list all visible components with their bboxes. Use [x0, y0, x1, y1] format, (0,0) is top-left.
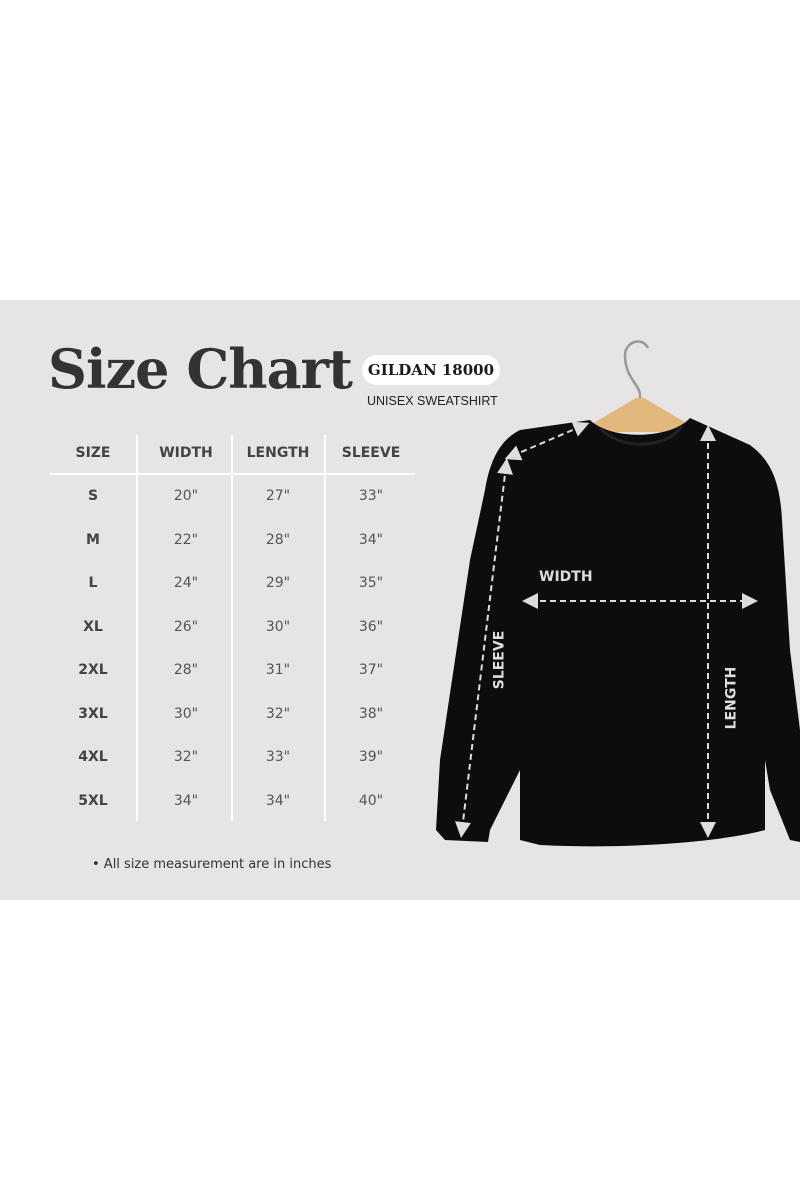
product-subtitle: UNISEX SWEATSHIRT	[367, 394, 498, 408]
measurement-cell: 34"	[173, 792, 199, 809]
measurement-cell: 30"	[173, 705, 199, 722]
measurement-cell: 34"	[265, 792, 291, 809]
model-badge: GILDAN 18000	[362, 355, 500, 385]
measurement-cell: 33"	[358, 488, 384, 504]
measurement-cell: 29"	[265, 575, 291, 591]
measurement-cell: 39"	[358, 749, 384, 765]
measurement-cell: 36"	[358, 618, 384, 635]
width-label: WIDTH	[539, 569, 593, 585]
size-cell: S	[87, 488, 99, 504]
size-cell: 2XL	[78, 662, 108, 678]
page-title: Size Chart	[48, 337, 353, 401]
column-header: SIZE	[75, 445, 111, 461]
measurement-cell: 33"	[265, 749, 291, 765]
size-cell: 4XL	[78, 749, 108, 765]
sleeve-label: SLEEVE	[491, 630, 508, 690]
header-divider	[50, 473, 415, 475]
shoulder-arrow	[504, 421, 590, 461]
column-divider	[136, 435, 138, 821]
size-cell: 3XL	[78, 705, 108, 722]
column-divider	[231, 435, 233, 821]
measurement-cell: 22"	[173, 531, 199, 548]
measurement-cell: 32"	[173, 749, 199, 765]
size-cell: 5XL	[78, 792, 108, 809]
column-header: SLEEVE	[341, 445, 401, 461]
measurement-cell: 38"	[358, 705, 384, 722]
hanger-icon	[585, 398, 695, 432]
column-header: LENGTH	[246, 445, 310, 461]
measurement-cell: 28"	[173, 662, 199, 678]
size-cell: L	[88, 575, 98, 591]
length-label: LENGTH	[723, 666, 740, 730]
measurement-cell: 24"	[173, 575, 199, 591]
measurement-note: • All size measurement are in inches	[92, 857, 332, 872]
measurement-cell: 32"	[265, 705, 291, 722]
size-cell: M	[86, 531, 100, 548]
column-divider	[324, 435, 326, 821]
measurement-cell: 31"	[265, 662, 291, 678]
measurement-cell: 35"	[358, 575, 384, 591]
measurement-cell: 30"	[265, 618, 291, 635]
measurement-cell: 27"	[265, 488, 291, 504]
measurement-cell: 40"	[358, 792, 384, 809]
measurement-cell: 28"	[265, 531, 291, 548]
column-header: WIDTH	[159, 445, 213, 461]
sleeve-arrow	[455, 458, 513, 838]
measurement-cell: 26"	[173, 618, 199, 635]
measurement-cell: 37"	[358, 662, 384, 678]
size-cell: XL	[83, 618, 103, 635]
measurement-cell: 20"	[173, 488, 199, 504]
measurement-cell: 34"	[358, 531, 384, 548]
hanger-hook-icon	[623, 340, 650, 410]
